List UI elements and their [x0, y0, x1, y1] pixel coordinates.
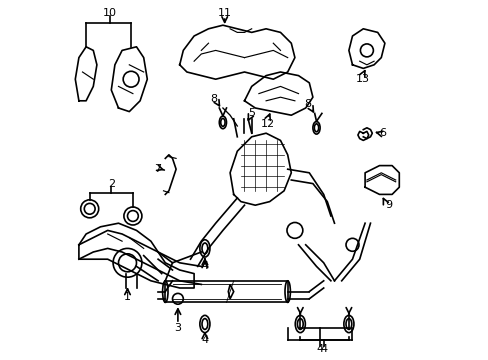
Text: 2: 2 — [107, 179, 115, 189]
Text: 4: 4 — [201, 261, 208, 271]
Text: 8: 8 — [210, 94, 217, 104]
Text: 4: 4 — [201, 335, 208, 345]
Text: 11: 11 — [217, 8, 231, 18]
Text: 7: 7 — [154, 164, 162, 174]
Text: 5: 5 — [248, 108, 255, 118]
Text: 4: 4 — [320, 344, 326, 354]
Text: 8: 8 — [304, 99, 310, 109]
Text: 10: 10 — [102, 8, 116, 18]
Text: 6: 6 — [379, 128, 386, 138]
Text: 12: 12 — [260, 119, 274, 129]
Text: 3: 3 — [174, 323, 181, 333]
Text: 4: 4 — [316, 344, 323, 354]
Text: 9: 9 — [384, 200, 391, 210]
Text: 1: 1 — [124, 292, 131, 302]
Text: 13: 13 — [356, 74, 369, 84]
